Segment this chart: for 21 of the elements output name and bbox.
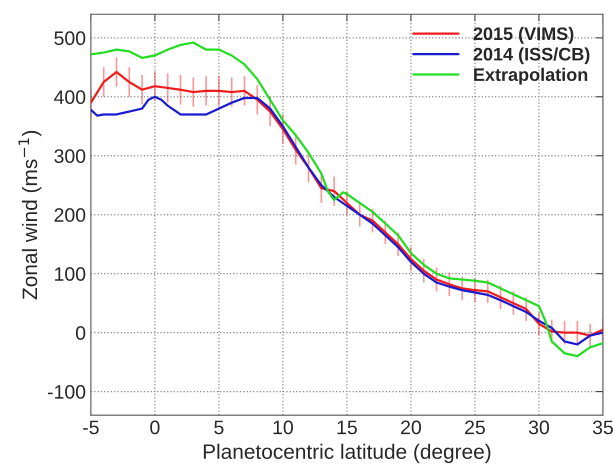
y-axis-title: Zonal wind (ms$^{−1}$) [18, 130, 42, 300]
y-tick-label: 200 [54, 208, 86, 222]
x-tick-label: 15 [338, 420, 357, 434]
y-tick-label: 300 [54, 149, 86, 163]
y-tick-label: 400 [54, 90, 86, 104]
legend-label: Extrapolation [474, 68, 588, 85]
x-tick-label: 20 [401, 420, 421, 434]
y-tick-label: 500 [54, 31, 86, 46]
legend-label: 2014 (ISS/CB) [474, 47, 590, 64]
x-tick-label: -5 [83, 420, 99, 434]
x-axis-title: Planetocentric latitude (degree) [204, 444, 490, 464]
x-tick-label: 30 [528, 420, 549, 434]
y-tick-label: 0 [76, 326, 86, 340]
x-tick-label: 35 [592, 420, 613, 434]
x-tick-label: 5 [214, 420, 224, 434]
y-tick-label: 100 [55, 267, 86, 281]
x-tick-label: 0 [150, 420, 160, 434]
x-tick-label: 10 [274, 420, 293, 434]
legend-label: 2015 (VIMS) [474, 26, 574, 44]
y-tick-label: -100 [48, 385, 86, 399]
x-tick-label: 25 [465, 420, 485, 434]
